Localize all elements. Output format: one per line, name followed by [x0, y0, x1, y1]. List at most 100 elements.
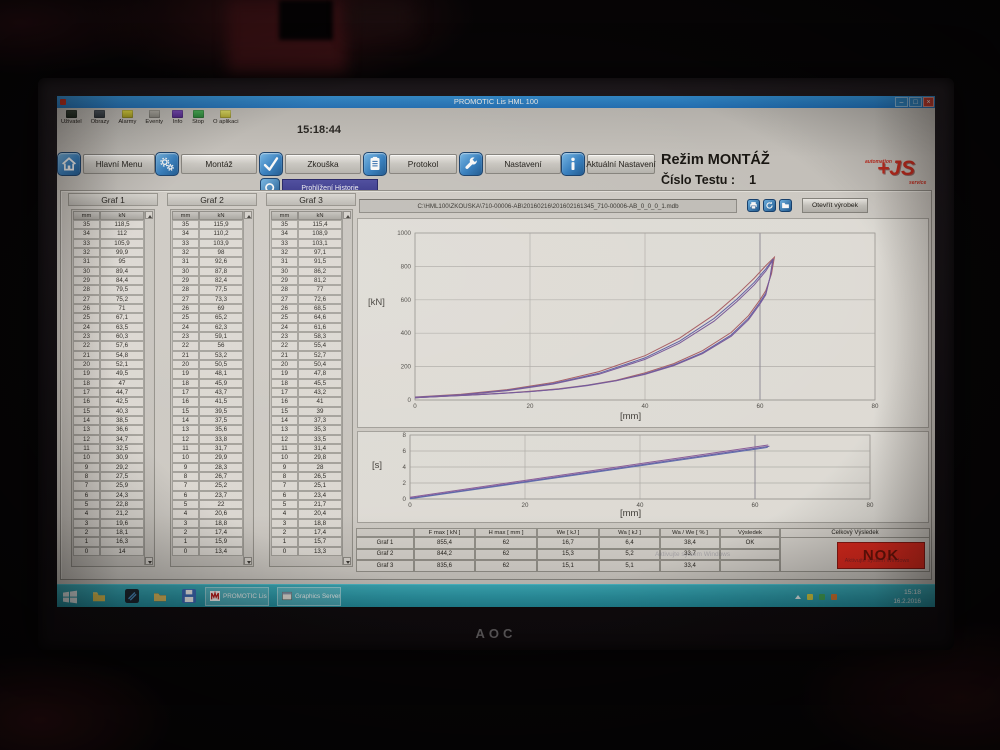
protocol-icon[interactable]: [363, 152, 387, 176]
table-row[interactable]: 15 39,5: [172, 406, 243, 416]
table-row[interactable]: 25 65,2: [172, 313, 243, 323]
table-row[interactable]: 9 29,2: [73, 462, 144, 472]
table-row[interactable]: 23 58,3: [271, 331, 342, 342]
table-row[interactable]: 21 52,7: [271, 350, 342, 360]
tray-icon[interactable]: [831, 594, 837, 600]
nav-button[interactable]: Zkouška: [285, 154, 361, 174]
table-row[interactable]: 8 26,5: [271, 471, 342, 482]
table-row[interactable]: 15 39: [271, 406, 342, 416]
table-row[interactable]: 26 68,5: [271, 303, 342, 314]
table-row[interactable]: 31 91,5: [271, 257, 342, 267]
table-row[interactable]: 35 115,4: [271, 220, 342, 230]
maximize-button[interactable]: □: [909, 97, 922, 107]
table-row[interactable]: 18 45,9: [172, 378, 243, 388]
table-row[interactable]: 9 28: [271, 462, 342, 472]
table-row[interactable]: 23 59,1: [172, 331, 243, 342]
app-shortcut-icon[interactable]: [125, 589, 139, 603]
table-row[interactable]: 25 67,1: [73, 313, 144, 323]
table-row[interactable]: 20 50,5: [172, 359, 243, 370]
table-row[interactable]: 25 64,6: [271, 313, 342, 323]
start-button[interactable]: [62, 590, 78, 604]
table-row[interactable]: 3 19,6: [73, 518, 144, 528]
table-row[interactable]: 2 18,1: [73, 527, 144, 538]
table-row[interactable]: 13 36,6: [73, 425, 144, 435]
table-row[interactable]: 26 69: [172, 303, 243, 314]
scroll-up-icon[interactable]: [244, 211, 252, 219]
tray-expand-icon[interactable]: [795, 595, 801, 599]
table-row[interactable]: 27 72,6: [271, 294, 342, 304]
table-row[interactable]: 34 108,9: [271, 229, 342, 239]
file-explorer-icon[interactable]: [92, 589, 106, 603]
table-row[interactable]: 26 71: [73, 303, 144, 314]
table-row[interactable]: 21 53,2: [172, 350, 243, 360]
table-row[interactable]: 5 21,7: [271, 499, 342, 510]
nav-button[interactable]: Protokol: [389, 154, 457, 174]
table-row[interactable]: 7 25,9: [73, 481, 144, 491]
scroll-down-icon[interactable]: [145, 557, 153, 565]
table-row[interactable]: 33 103,9: [172, 238, 243, 248]
table-row[interactable]: 2 17,4: [172, 527, 243, 538]
table-row[interactable]: 17 43,7: [172, 387, 243, 398]
table-row[interactable]: 28 79,5: [73, 285, 144, 295]
tray-icon[interactable]: [807, 594, 813, 600]
open-product-button[interactable]: Otevřít výrobek: [802, 198, 868, 213]
scroll-up-icon[interactable]: [343, 211, 351, 219]
table-row[interactable]: 29 81,2: [271, 275, 342, 286]
table-row[interactable]: 0 13,3: [271, 546, 342, 556]
table-row[interactable]: 32 97,1: [271, 247, 342, 258]
table-row[interactable]: 30 89,4: [73, 266, 144, 276]
table-row[interactable]: 32 98: [172, 247, 243, 258]
refresh-icon[interactable]: [763, 199, 776, 212]
table-row[interactable]: 27 75,2: [73, 294, 144, 304]
toolbar-item[interactable]: Info: [172, 110, 184, 125]
table-row[interactable]: 12 34,7: [73, 434, 144, 444]
check-icon[interactable]: [259, 152, 283, 176]
table-row[interactable]: 7 25,1: [271, 481, 342, 491]
table-row[interactable]: 13 35,6: [172, 425, 243, 435]
toolbar-item[interactable]: Obrazy: [91, 110, 109, 125]
table-row[interactable]: 24 61,6: [271, 322, 342, 332]
open-folder-icon[interactable]: [779, 199, 792, 212]
table-row[interactable]: 8 26,7: [172, 471, 243, 482]
table-row[interactable]: 19 48,1: [172, 369, 243, 379]
table-row[interactable]: 22 57,6: [73, 341, 144, 351]
table-row[interactable]: 23 60,3: [73, 331, 144, 342]
table-row[interactable]: 4 20,6: [172, 509, 243, 519]
table-row[interactable]: 11 31,4: [271, 443, 342, 454]
table-row[interactable]: 6 23,7: [172, 490, 243, 500]
table-row[interactable]: 29 82,4: [172, 275, 243, 286]
taskbar-task[interactable]: PROMOTIC Lis H...: [205, 587, 269, 606]
wrench-icon[interactable]: [459, 152, 483, 176]
scroll-down-icon[interactable]: [343, 557, 351, 565]
table-row[interactable]: 7 25,2: [172, 481, 243, 491]
table-row[interactable]: 28 77: [271, 285, 342, 295]
close-button[interactable]: ×: [923, 97, 934, 107]
table-row[interactable]: 30 86,2: [271, 266, 342, 276]
table-row[interactable]: 4 21,2: [73, 509, 144, 519]
scrollbar[interactable]: [342, 211, 351, 565]
toolbar-item[interactable]: Eventy: [145, 110, 163, 125]
minimize-button[interactable]: –: [895, 97, 908, 107]
table-row[interactable]: 35 115,9: [172, 220, 243, 230]
table-row[interactable]: 0 13,4: [172, 546, 243, 556]
save-icon[interactable]: [182, 589, 196, 603]
scroll-up-icon[interactable]: [145, 211, 153, 219]
table-row[interactable]: 5 22: [172, 499, 243, 510]
table-row[interactable]: 30 87,8: [172, 266, 243, 276]
nav-button[interactable]: Nastavení: [485, 154, 561, 174]
table-row[interactable]: 34 110,2: [172, 229, 243, 239]
table-row[interactable]: 17 43,2: [271, 387, 342, 398]
table-row[interactable]: 12 33,8: [172, 434, 243, 444]
table-row[interactable]: 8 27,5: [73, 471, 144, 482]
toolbar-item[interactable]: O aplikaci: [213, 110, 238, 125]
table-row[interactable]: 1 16,3: [73, 537, 144, 547]
table-row[interactable]: 27 73,3: [172, 294, 243, 304]
table-row[interactable]: 13 35,3: [271, 425, 342, 435]
table-row[interactable]: 33 103,1: [271, 238, 342, 248]
table-row[interactable]: 19 49,5: [73, 369, 144, 379]
table-row[interactable]: 10 29,8: [271, 453, 342, 463]
table-row[interactable]: 16 42,5: [73, 397, 144, 407]
table-row[interactable]: 6 24,3: [73, 490, 144, 500]
table-row[interactable]: 1 15,9: [172, 537, 243, 547]
table-row[interactable]: 11 32,5: [73, 443, 144, 454]
